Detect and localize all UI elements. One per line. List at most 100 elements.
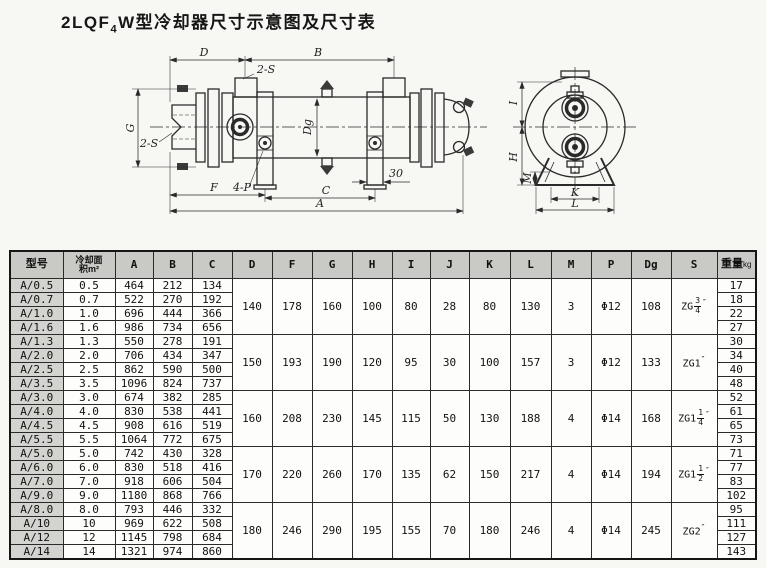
table-row: A/6.0 6.0 830 518 416 77	[9, 460, 757, 475]
drain-plug	[320, 157, 334, 175]
dim-label-dg: Dg	[301, 119, 314, 136]
page-title: 2LQF4W型冷却器尺寸示意图及尺寸表	[61, 8, 376, 35]
header-dim-s: S	[670, 250, 718, 279]
area-cell: 0.5	[62, 278, 116, 293]
header-area: 冷却面 积m²	[62, 250, 116, 279]
header-dim-l: L	[509, 250, 552, 279]
table-cell: 908	[114, 418, 154, 433]
end-stand	[534, 157, 616, 186]
group-cell-m: 3	[550, 334, 592, 391]
weight-cell: 40	[716, 362, 757, 377]
group-cell-m: 3	[550, 278, 592, 335]
group-cell-g: 230	[311, 390, 353, 447]
weight-cell: 27	[716, 320, 757, 335]
header-weight-unit: kg	[743, 260, 752, 270]
table-row: A/3.0 3.0 674 382 285 160 208 230 145 115 50 130 188…	[9, 390, 757, 447]
group-cell-d: 150	[231, 334, 273, 391]
table-row: A/14 14 1321 974 860 143	[9, 544, 757, 560]
header-dim-m: M	[550, 250, 592, 279]
table-cell: 522	[114, 292, 154, 307]
model-cell: A/1.6	[9, 320, 64, 335]
group-cell-s: ZG1 1 2 ″	[670, 446, 718, 503]
table-cell: 464	[114, 278, 154, 293]
area-cell: 1.3	[62, 334, 116, 349]
group-cell-i: 80	[391, 278, 431, 335]
group-cell-dg: 168	[630, 390, 672, 447]
weight-cell: 77	[716, 460, 757, 475]
table-row: A/5.0 5.0 742 430 328 170 220 260 170 135 62 150 217…	[9, 446, 757, 503]
table-cell: 622	[152, 516, 193, 531]
table-cell: 270	[152, 292, 193, 307]
group-cell-f: 208	[271, 390, 313, 447]
table-row: A/12 12 1145 798 684 127	[9, 530, 757, 545]
table-row: A/2.0 2.0 706 434 347 34	[9, 348, 757, 363]
table-cell: 830	[114, 404, 154, 419]
table-cell: 504	[191, 474, 233, 489]
table-cell: 798	[152, 530, 193, 545]
table-cell: 675	[191, 432, 233, 447]
area-cell: 9.0	[62, 488, 116, 503]
table-row: A/0.7 0.7 522 270 192 18	[9, 292, 757, 307]
table-cell: 986	[114, 320, 154, 335]
side-view-labels: D B 2-S G 2-S Dg 30 F 4-P C A	[124, 46, 403, 210]
table-cell: 192	[191, 292, 233, 307]
title-model-suffix: W	[118, 13, 136, 32]
group-cell-j: 30	[429, 334, 470, 391]
weight-cell: 17	[716, 278, 757, 293]
model-cell: A/2.0	[9, 348, 64, 363]
model-cell: A/5.0	[9, 446, 64, 461]
header-dim-a: A	[114, 250, 154, 279]
model-cell: A/12	[9, 530, 64, 545]
table-cell: 519	[191, 418, 233, 433]
header-dim-p: P	[590, 250, 632, 279]
dim-label-i: I	[507, 100, 520, 106]
weight-cell: 95	[716, 502, 757, 517]
table-cell: 1064	[114, 432, 154, 447]
group-cell-i: 155	[391, 502, 431, 560]
group-cell-j: 70	[429, 502, 470, 560]
end-port-bottom	[561, 133, 589, 174]
table-row: A/8.0 8.0 793 446 332 180 246 290 195 155 70 180 246…	[9, 502, 757, 560]
dim-label-b: B	[313, 46, 322, 59]
dim-label-c: C	[322, 184, 331, 197]
title-model-subscript: 4	[110, 23, 119, 36]
area-cell: 12	[62, 530, 116, 545]
title-model-prefix: 2LQF	[61, 13, 111, 32]
group-cell-l: 130	[509, 278, 552, 335]
table-header-row: 型号 冷却面 积m² A B C D F G H I J K L M P Dg S…	[9, 250, 757, 279]
table-cell: 382	[152, 390, 193, 405]
table-cell: 441	[191, 404, 233, 419]
group-cell-f: 246	[271, 502, 313, 560]
table-cell: 134	[191, 278, 233, 293]
area-cell: 10	[62, 516, 116, 531]
group-cell-h: 100	[351, 278, 393, 335]
group-cell-i: 135	[391, 446, 431, 503]
group-cell-s: ZG1″	[670, 334, 718, 391]
dim-label-4p: 4-P	[232, 181, 252, 194]
table-row: A/1.3 1.3 550 278 191 150 193 190 120 95 30 100 157 3…	[9, 334, 757, 391]
table-cell: 191	[191, 334, 233, 349]
table-cell: 824	[152, 376, 193, 391]
dim-label-m: M	[521, 172, 534, 185]
dim-label-a: A	[315, 197, 324, 210]
group-cell-l: 188	[509, 390, 552, 447]
group-cell-j: 50	[429, 390, 470, 447]
table-cell: 969	[114, 516, 154, 531]
group-cell-h: 170	[351, 446, 393, 503]
table-cell: 793	[114, 502, 154, 517]
weight-cell: 71	[716, 446, 757, 461]
dimension-table-body: A/0.5 0.5 464 212 134 140 178 160 100 80 28 80 130 3 Φ…	[9, 278, 757, 560]
area-cell: 6.0	[62, 460, 116, 475]
table-cell: 860	[191, 544, 233, 560]
group-cell-i: 115	[391, 390, 431, 447]
port-boss-left	[234, 77, 258, 98]
model-cell: A/2.5	[9, 362, 64, 377]
table-cell: 1321	[114, 544, 154, 560]
group-cell-d: 170	[231, 446, 273, 503]
group-cell-m: 4	[550, 390, 592, 447]
weight-cell: 61	[716, 404, 757, 419]
vent-plug	[320, 80, 334, 98]
header-dim-h: H	[351, 250, 393, 279]
group-cell-p: Φ12	[590, 334, 632, 391]
weight-cell: 73	[716, 432, 757, 447]
